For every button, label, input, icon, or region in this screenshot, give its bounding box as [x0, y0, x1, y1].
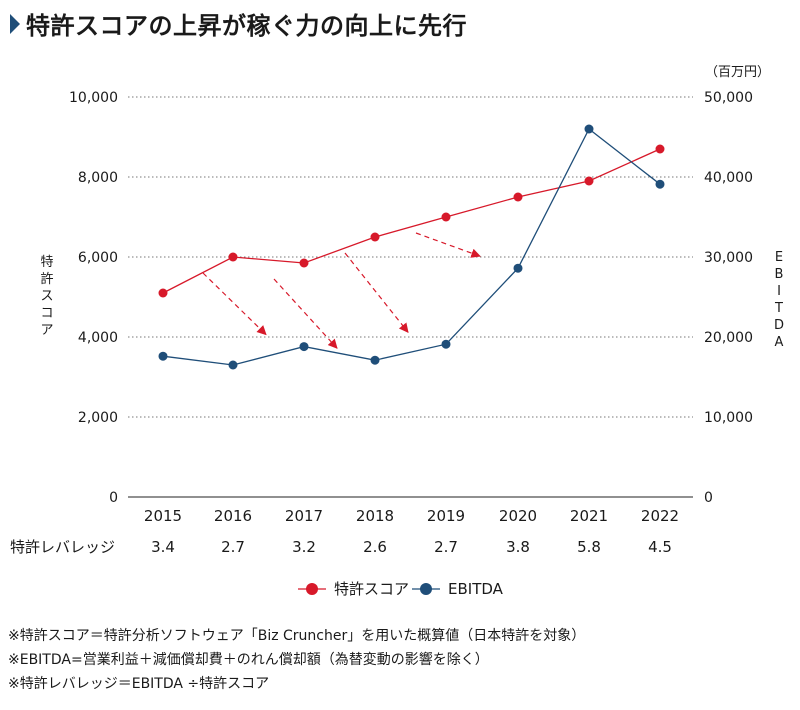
x-tick-label: 2017 [285, 507, 323, 525]
left-axis-label-char: 許 [40, 272, 53, 287]
x-tick-label: 2020 [499, 507, 537, 525]
left-tick-label: 8,000 [78, 170, 118, 186]
right-axis-label-char: T [774, 301, 783, 316]
series-line-ebitda [162, 128, 661, 366]
leverage-value: 3.2 [292, 538, 316, 556]
data-point-patent-score [584, 176, 594, 186]
right-axis-label-char: A [775, 335, 784, 350]
right-axis-label-char: B [775, 267, 784, 282]
left-tick-label: 2,000 [78, 410, 118, 426]
right-tick-label: 50,000 [704, 90, 753, 106]
data-point-patent-score [299, 258, 309, 268]
data-point-patent-score [655, 144, 665, 154]
leverage-value: 2.6 [363, 538, 387, 556]
leverage-value: 4.5 [648, 538, 672, 556]
data-point-ebitda [370, 355, 380, 365]
leverage-value: 5.8 [577, 538, 601, 556]
right-axis-unit: （百万円） [705, 65, 770, 80]
leverage-value: 2.7 [221, 538, 245, 556]
right-axis-label-char: E [775, 250, 783, 265]
data-point-patent-score [441, 212, 451, 222]
right-axis-label-char: I [777, 284, 781, 299]
x-tick-label: 2018 [356, 507, 394, 525]
x-tick-label: 2019 [427, 507, 465, 525]
leverage-row-label: 特許レバレッジ [10, 538, 115, 556]
left-axis-label-char: コ [40, 306, 53, 321]
x-tick-label: 2016 [214, 507, 252, 525]
data-point-patent-score [513, 192, 523, 202]
left-tick-label: 10,000 [69, 90, 118, 106]
left-axis-label-char: ス [40, 289, 53, 304]
data-point-ebitda [228, 360, 238, 370]
data-point-patent-score [228, 252, 238, 262]
data-point-ebitda [299, 342, 309, 352]
leverage-value: 3.4 [151, 538, 175, 556]
right-tick-label: 0 [704, 490, 713, 506]
chart-title: 特許スコアの上昇が稼ぐ力の向上に先行 [26, 12, 467, 40]
series-line-patent-score [162, 148, 661, 294]
x-tick-label: 2015 [144, 507, 182, 525]
legend-label: EBITDA [448, 580, 504, 598]
leverage-value: 3.8 [506, 538, 530, 556]
right-tick-label: 20,000 [704, 330, 753, 346]
legend-label: 特許スコア [334, 580, 409, 598]
right-tick-label: 40,000 [704, 170, 753, 186]
leverage-value: 2.7 [434, 538, 458, 556]
left-tick-label: 4,000 [78, 330, 118, 346]
x-tick-label: 2022 [641, 507, 679, 525]
right-tick-label: 10,000 [704, 410, 753, 426]
footnotes: ※特許スコア＝特許分析ソフトウェア「Biz Cruncher」を用いた概算値（日… [8, 624, 585, 696]
title-row: 特許スコアの上昇が稼ぐ力の向上に先行 [10, 6, 467, 41]
footnote-2: ※EBITDA=営業利益＋減価償却費＋のれん償却額（為替変動の影響を除く） [8, 652, 489, 668]
lead-arrow [415, 232, 481, 258]
left-axis-label-char: ア [40, 323, 53, 338]
legend-marker-patent-score [306, 583, 318, 595]
lead-arrow [273, 278, 338, 349]
data-point-patent-score [370, 232, 380, 242]
left-tick-label: 0 [109, 490, 118, 506]
data-point-patent-score [158, 288, 168, 298]
x-tick-label: 2021 [570, 507, 608, 525]
data-point-ebitda [441, 339, 451, 349]
left-axis-label-char: 特 [40, 255, 53, 270]
lead-arrow [202, 272, 267, 336]
lead-arrow [344, 252, 409, 333]
data-point-ebitda [584, 124, 594, 134]
left-tick-label: 6,000 [78, 250, 118, 266]
data-point-ebitda [513, 263, 523, 273]
data-point-ebitda [655, 179, 665, 189]
legend-marker-ebitda [420, 583, 432, 595]
footnote-3: ※特許レバレッジ＝EBITDA ÷特許スコア [8, 676, 270, 692]
data-point-ebitda [158, 351, 168, 361]
right-tick-label: 30,000 [704, 250, 753, 266]
title-marker-icon [10, 13, 20, 34]
right-axis-label-char: D [774, 318, 784, 333]
footnote-1: ※特許スコア＝特許分析ソフトウェア「Biz Cruncher」を用いた概算値（日… [8, 628, 586, 644]
